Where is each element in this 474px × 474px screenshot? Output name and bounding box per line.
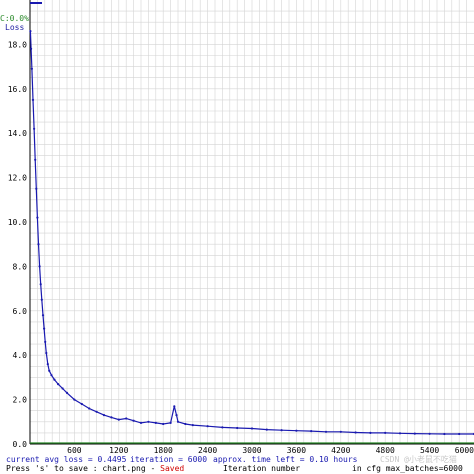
loss-data-point: [44, 340, 47, 343]
loss-data-point: [95, 410, 98, 413]
loss-data-point: [30, 47, 33, 50]
saved-status: Saved: [160, 464, 185, 473]
loss-data-point: [310, 430, 313, 433]
loss-data-point: [50, 374, 53, 377]
x-tick-label: 3000: [242, 446, 261, 455]
loss-data-point: [40, 298, 43, 301]
y-tick-label: 2.0: [13, 396, 28, 405]
loss-data-point: [41, 314, 45, 317]
loss-data-point: [31, 98, 35, 101]
loss-data-point: [191, 424, 194, 427]
loss-series: [29, 30, 474, 436]
loss-data-point: [38, 265, 41, 268]
y-tick-label: 14.0: [8, 129, 27, 138]
loss-data-point: [206, 425, 209, 428]
loss-data-point: [53, 378, 56, 381]
y-tick-label: 6.0: [13, 307, 28, 316]
legend-loss-swatch: [30, 2, 42, 4]
loss-data-point: [280, 429, 283, 432]
loss-data-point: [428, 432, 431, 435]
loss-data-point: [45, 351, 48, 355]
loss-data-point: [154, 421, 157, 424]
avg-loss-text: current avg loss = 0.4495: [6, 455, 127, 464]
y-tick-label: 16.0: [8, 85, 27, 94]
x-tick-label: 4200: [331, 446, 350, 455]
loss-data-point: [117, 418, 120, 421]
chart-axes: [29, 0, 474, 445]
loss-data-point: [125, 417, 128, 420]
loss-data-point: [175, 414, 178, 417]
loss-data-point: [132, 419, 135, 422]
chart-grid: [30, 0, 474, 444]
loss-data-point: [43, 327, 46, 330]
loss-data-point: [36, 216, 39, 219]
loss-data-point: [48, 369, 51, 372]
loss-data-point: [339, 430, 342, 433]
loss-data-point: [443, 432, 446, 436]
loss-data-point: [57, 383, 60, 386]
legend-map-label: C:0.0%: [0, 14, 29, 23]
y-tick-label: 18.0: [8, 40, 27, 49]
loss-data-point: [34, 158, 37, 161]
y-tick-label: 10.0: [8, 218, 27, 227]
loss-data-point: [162, 422, 165, 426]
save-hint-prefix: Press 's' to save : chart.png -: [6, 464, 156, 473]
y-tick-label: 4.0: [13, 351, 28, 360]
loss-data-point: [324, 430, 328, 433]
x-tick-label: 1800: [154, 446, 173, 455]
loss-data-point: [147, 420, 150, 423]
loss-data-point: [458, 432, 461, 436]
x-tick-label: 4800: [376, 446, 395, 455]
x-tick-label: 2400: [198, 446, 217, 455]
x-tick-label: 600: [67, 446, 82, 455]
loss-data-point: [29, 30, 32, 33]
loss-data-point: [80, 402, 83, 406]
loss-data-point: [169, 421, 172, 424]
loss-data-point: [33, 127, 36, 130]
loss-data-point: [73, 398, 76, 401]
loss-data-point: [265, 428, 268, 431]
loss-data-point: [184, 422, 187, 426]
watermark: CSDN @小老鼠不吃猫: [380, 455, 457, 464]
legend: C:0.0% Loss: [0, 2, 42, 32]
loss-data-point: [102, 414, 106, 417]
loss-data-point: [236, 426, 239, 430]
y-tick-label: 12.0: [8, 174, 27, 183]
loss-data-point: [354, 431, 357, 434]
legend-loss-label: Loss: [5, 23, 24, 32]
time-left-text: approx. time left = 0.10 hours: [213, 455, 358, 464]
x-axis-label: Iteration number: [223, 464, 301, 473]
loss-data-point: [176, 420, 180, 423]
loss-data-point: [384, 431, 387, 434]
loss-data-point: [139, 421, 143, 424]
loss-data-point: [221, 426, 224, 429]
x-tick-label: 3600: [287, 446, 306, 455]
loss-data-point: [46, 363, 49, 366]
loss-data-point: [295, 429, 298, 432]
loss-data-point: [35, 187, 38, 190]
x-tick-label: 6000: [455, 446, 474, 455]
loss-data-point: [413, 432, 416, 435]
y-tick-label: 8.0: [13, 262, 28, 271]
max-batches-text: in cfg max_batches=6000: [352, 464, 463, 473]
x-tick-label: 1200: [109, 446, 128, 455]
loss-data-point: [39, 283, 42, 286]
loss-data-point: [398, 432, 402, 435]
loss-data-point: [173, 405, 176, 408]
loss-data-point: [37, 243, 40, 246]
loss-data-point: [88, 407, 91, 410]
loss-data-point: [250, 427, 254, 430]
loss-data-point: [61, 387, 64, 390]
tick-labels: 0.0 2.0 4.0 6.0 8.0 10.0 12.0 14.0 16.0 18.0 600 12…: [8, 40, 474, 455]
loss-data-point: [30, 67, 33, 70]
loss-data-point: [65, 391, 69, 394]
x-tick-label: 5400: [420, 446, 439, 455]
save-hint-text: Press 's' to save : chart.png - Saved: [6, 464, 184, 473]
y-tick-label: 0.0: [13, 440, 28, 449]
loss-data-point: [110, 416, 113, 419]
iteration-text: iteration = 6000: [130, 455, 208, 464]
loss-data-point: [369, 431, 372, 434]
